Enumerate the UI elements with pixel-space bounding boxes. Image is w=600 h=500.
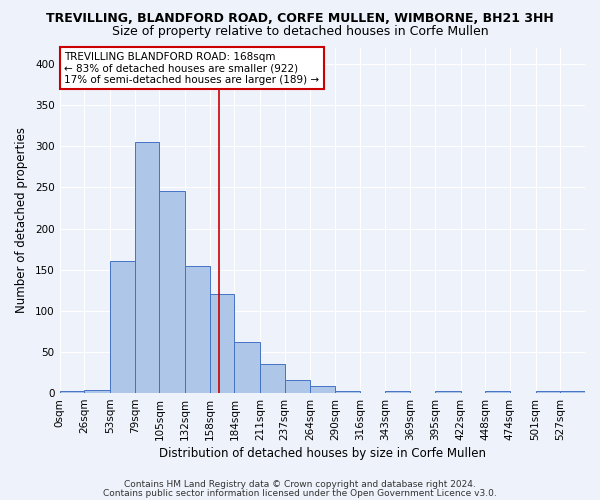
Bar [536,392,560,393]
Bar [84,390,110,393]
Bar [485,392,510,393]
Bar [160,192,185,393]
Bar [435,390,461,393]
Bar [335,390,360,393]
Text: Contains public sector information licensed under the Open Government Licence v3: Contains public sector information licen… [103,488,497,498]
Bar [560,392,585,393]
Bar [310,386,335,393]
Bar [235,342,260,393]
Bar [385,390,410,393]
Bar [185,266,209,393]
Bar [285,380,310,393]
Y-axis label: Number of detached properties: Number of detached properties [15,128,28,314]
Bar [110,262,134,393]
Text: TREVILLING BLANDFORD ROAD: 168sqm
← 83% of detached houses are smaller (922)
17%: TREVILLING BLANDFORD ROAD: 168sqm ← 83% … [64,52,319,85]
Bar [260,364,285,393]
Bar [59,392,84,393]
Text: Contains HM Land Registry data © Crown copyright and database right 2024.: Contains HM Land Registry data © Crown c… [124,480,476,489]
Bar [134,142,160,393]
Text: Size of property relative to detached houses in Corfe Mullen: Size of property relative to detached ho… [112,25,488,38]
X-axis label: Distribution of detached houses by size in Corfe Mullen: Distribution of detached houses by size … [159,447,486,460]
Bar [209,294,235,393]
Text: TREVILLING, BLANDFORD ROAD, CORFE MULLEN, WIMBORNE, BH21 3HH: TREVILLING, BLANDFORD ROAD, CORFE MULLEN… [46,12,554,26]
